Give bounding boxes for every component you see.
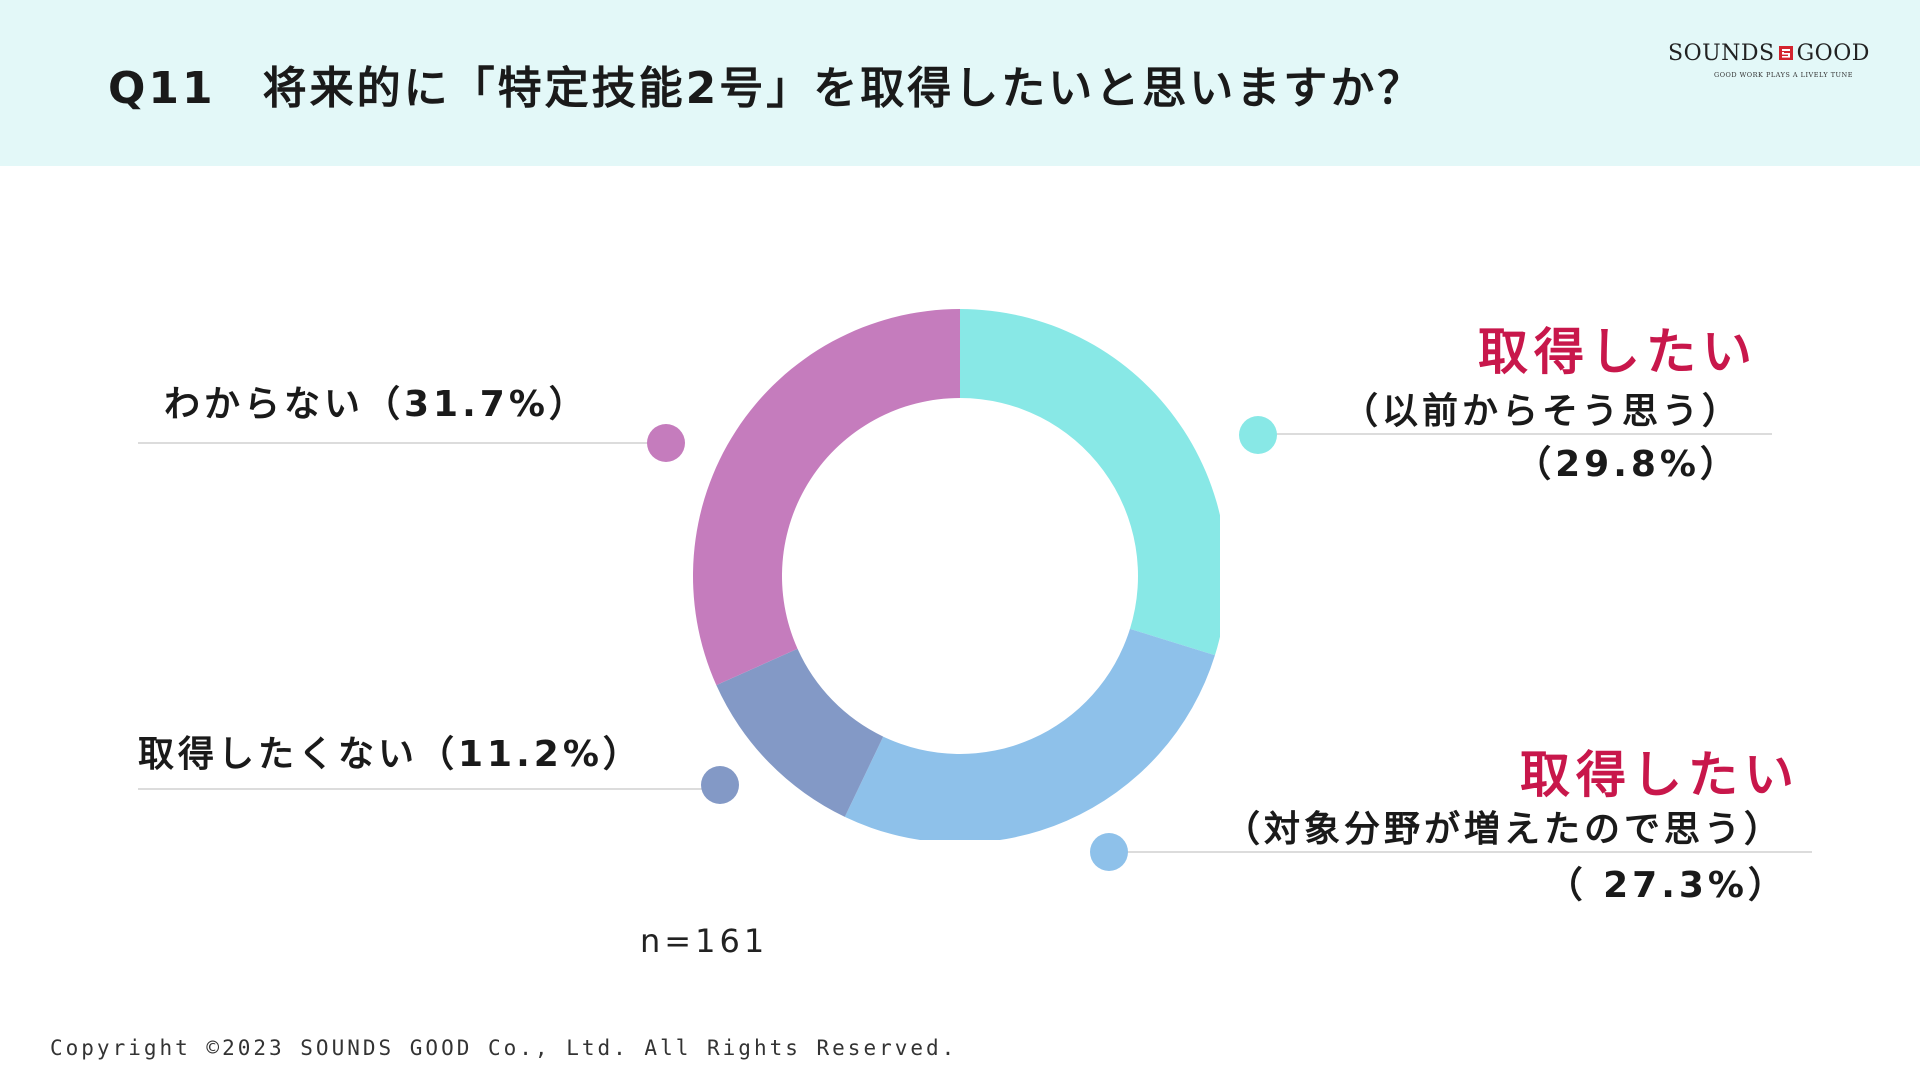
donut-chart (693, 309, 1220, 840)
sample-size-label: n=161 (640, 922, 769, 960)
leader-line-not-want (138, 788, 720, 790)
logo-word-left: SOUNDS (1668, 40, 1775, 66)
marker-dot-not-want (701, 766, 739, 804)
logo-tagline: GOOD WORK PLAYS A LIVELY TUNE (1714, 71, 1853, 79)
logo-word-right: GOOD (1796, 40, 1870, 66)
label-want-before-pct: （29.8%） (1515, 444, 1740, 485)
leader-line-want-before (1250, 433, 1772, 435)
label-want-before-heading: 取得したい (1478, 323, 1758, 381)
leader-line-unknown (138, 442, 666, 444)
donut-slice-want_before (960, 309, 1220, 656)
logo-wordmark: SOUNDS GOOD (1668, 40, 1870, 66)
label-want-fields-pct: （ 27.3%） (1546, 865, 1788, 906)
donut-slice-unknown (693, 309, 960, 686)
header-banner: Q11 将来的に「特定技能2号」を取得したいと思いますか？ SOUNDS GOOD… (0, 0, 1920, 166)
label-want-before-sub: （以前からそう思う） (1341, 391, 1742, 432)
donut-slice-not_want (716, 648, 884, 817)
marker-dot-want-fields (1090, 833, 1128, 871)
company-logo: SOUNDS GOOD GOOD WORK PLAYS A LIVELY TUNE (1660, 40, 1900, 90)
copyright-footer: Copyright ©2023 SOUNDS GOOD Co., Ltd. Al… (50, 1036, 958, 1060)
marker-dot-want-before (1239, 416, 1277, 454)
logo-mark-icon (1778, 46, 1793, 60)
label-want-fields-sub: （対象分野が増えたので思う） (1223, 809, 1784, 850)
donut-slice-want_fields (844, 628, 1215, 840)
marker-dot-unknown (647, 424, 685, 462)
label-not-want: 取得したくない（11.2%） (138, 734, 643, 775)
label-unknown: わからない（31.7%） (164, 384, 589, 425)
page-title: Q11 将来的に「特定技能2号」を取得したいと思いますか？ (108, 63, 1425, 114)
label-want-fields-heading: 取得したい (1520, 746, 1800, 804)
leader-line-want-fields (1110, 851, 1812, 853)
